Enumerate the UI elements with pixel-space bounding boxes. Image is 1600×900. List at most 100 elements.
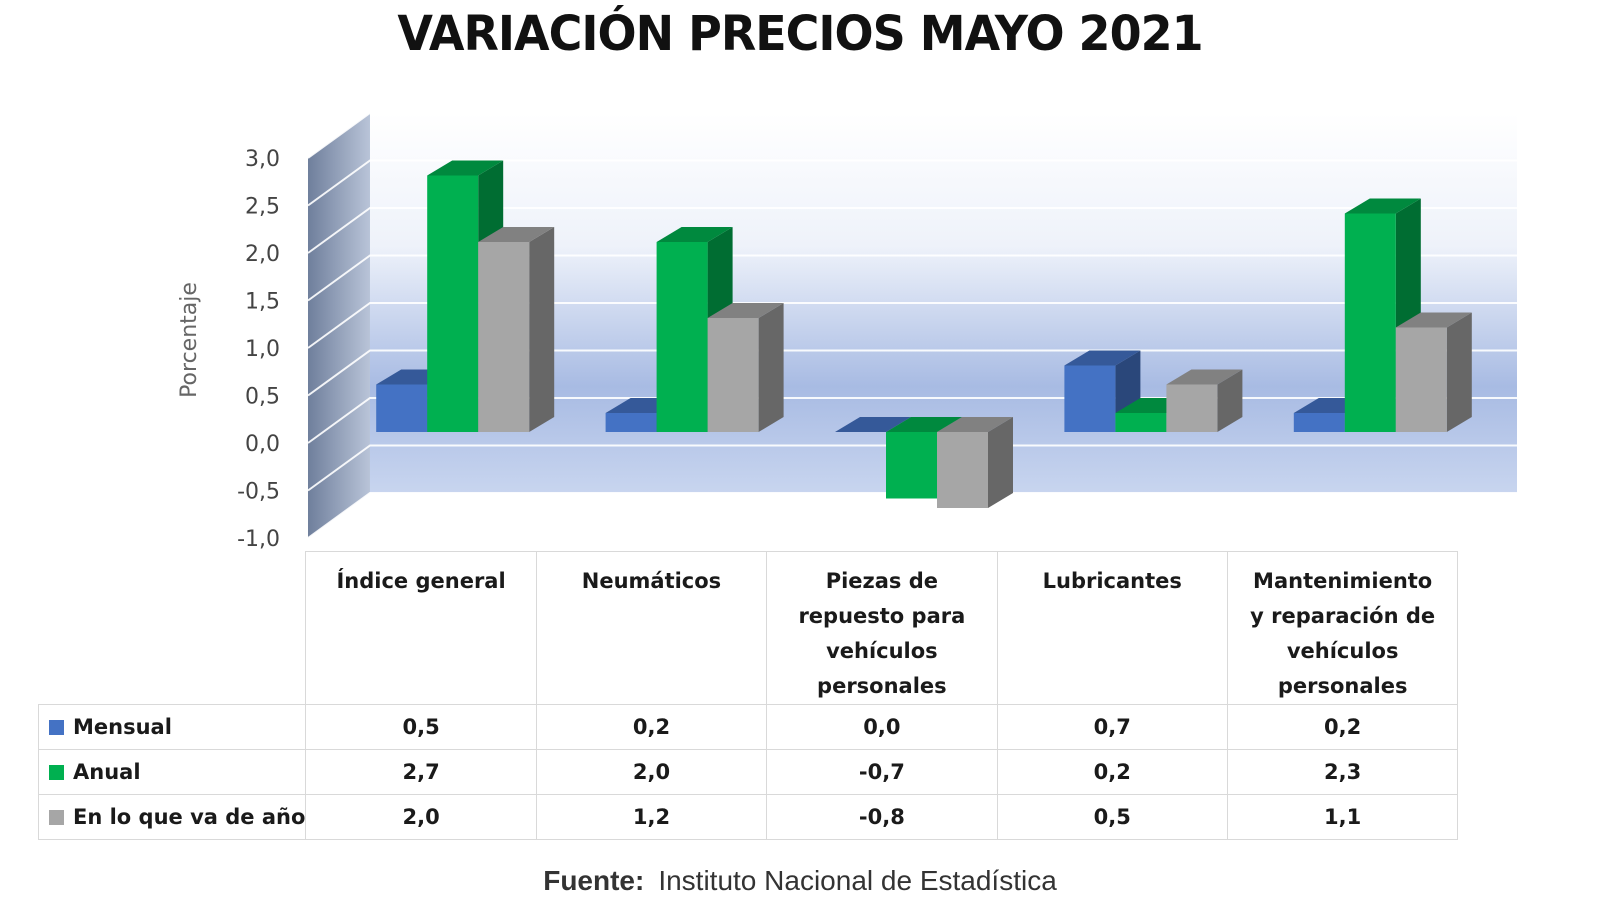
bar-front-face: [605, 413, 657, 432]
category-label-line: Neumáticos: [581, 569, 722, 593]
category-label: Lubricantes: [996, 551, 1228, 705]
y-tick-label: -0,5: [237, 480, 280, 505]
bar: [1395, 312, 1472, 432]
y-tick-label: 2,5: [245, 195, 280, 220]
source-text: Instituto Nacional de Estadística: [658, 865, 1057, 896]
table-header-row: Índice general Neumáticos Piezas de repuest…: [38, 551, 1459, 705]
bar: [937, 417, 1013, 508]
category-label-line: vehículos: [1286, 639, 1399, 663]
bar-front-face: [1293, 413, 1345, 432]
table-cell: 2,0: [305, 794, 537, 840]
table-cell: 0,2: [996, 749, 1228, 795]
category-label-line: personales: [817, 674, 947, 698]
bar-top-face: [427, 160, 504, 176]
category-label: Piezas de repuesto para vehículos personale…: [766, 551, 998, 705]
chart-data-table: Índice general Neumáticos Piezas de repuest…: [37, 551, 1459, 840]
category-label-line: Piezas de: [825, 569, 939, 593]
gridline: [307, 254, 1517, 302]
bar-front-face: [937, 432, 988, 508]
bar-front-face: [376, 384, 428, 432]
source-note: Fuente: Instituto Nacional de Estadística: [0, 865, 1600, 897]
category-label-line: y reparación de: [1250, 604, 1436, 628]
y-tick-label: 0,0: [245, 432, 280, 457]
legend-label: En lo que va de año: [73, 805, 306, 829]
bar-front-face: [1064, 365, 1116, 432]
bar-front-face: [707, 318, 759, 432]
bar-side-face: [529, 227, 555, 432]
table-row: Mensual 0,5 0,2 0,0 0,7 0,2: [37, 704, 1459, 750]
bars-group: [376, 160, 1472, 508]
table-cell: -0,7: [766, 749, 998, 795]
legend-entry: En lo que va de año: [37, 794, 307, 840]
y-tick-label: -1,0: [237, 527, 280, 552]
category-label-line: vehículos: [826, 639, 938, 663]
y-tick-label: 2,0: [245, 242, 280, 267]
bar-side-face: [758, 303, 784, 432]
table-cell: 0,5: [996, 794, 1228, 840]
category-label: Mantenimiento y reparación de vehículos per…: [1226, 551, 1459, 705]
bar: [835, 417, 911, 432]
bar-top-face: [478, 227, 555, 242]
bar-side-face: [1217, 369, 1243, 432]
bar-front-face: [1395, 327, 1447, 432]
gridline: [307, 207, 1517, 254]
category-label-line: Mantenimiento: [1253, 569, 1433, 593]
table-cell: 0,5: [305, 704, 537, 750]
y-axis-label: Porcentaje: [177, 282, 202, 398]
bar-top-face: [1064, 350, 1141, 366]
bar-top-face: [1344, 198, 1421, 214]
y-tick-label: 0,5: [245, 385, 280, 410]
bar: [427, 160, 504, 432]
gridline: [307, 492, 1517, 539]
bar-front-face: [1166, 384, 1218, 432]
bar: [707, 303, 784, 432]
table-cell: 0,2: [535, 704, 768, 750]
table-row: En lo que va de año 2,0 1,2 -0,8 0,5 1,1: [37, 794, 1459, 840]
bar-top-face: [886, 417, 962, 432]
table-cell: 2,3: [1226, 749, 1459, 795]
table-cell: 0,0: [766, 704, 998, 750]
legend-swatch: [49, 720, 64, 735]
table-cell: 2,7: [305, 749, 537, 795]
legend-entry: Mensual: [37, 704, 307, 750]
table-cell: -0,8: [766, 794, 998, 840]
legend-label: Anual: [73, 760, 141, 784]
y-axis-ticks: 3,0 2,5 2,0 1,5 1,0 0,5 0,0 -0,5 -1,0: [237, 147, 280, 552]
source-label: Fuente:: [543, 865, 645, 896]
bar-front-face: [1115, 413, 1167, 432]
gridline: [307, 112, 1517, 159]
category-label-line: personales: [1277, 674, 1408, 698]
chart-title: VARIACIÓN PRECIOS MAYO 2021: [397, 4, 1203, 62]
y-tick-label: 1,5: [245, 290, 280, 315]
gridline: [307, 159, 1517, 207]
legend-swatch: [49, 810, 64, 825]
bar-top-face: [707, 303, 784, 318]
gridline: [307, 444, 1517, 492]
table-cell: 0,2: [1226, 704, 1459, 750]
bar-front-face: [886, 432, 937, 499]
bar: [478, 227, 555, 432]
gridline: [307, 302, 1517, 349]
bar-top-face: [835, 417, 911, 432]
bar-front-face: [427, 175, 479, 432]
y-tick-label: 1,0: [245, 337, 280, 362]
bar-top-face: [937, 417, 1013, 432]
legend-label: Mensual: [73, 715, 172, 739]
category-label-line: repuesto para: [798, 604, 966, 628]
table-cell: 2,0: [535, 749, 768, 795]
bar-top-face: [1395, 312, 1472, 328]
bar: [1166, 369, 1243, 432]
category-label-line: Lubricantes: [1042, 569, 1182, 593]
table-corner: [38, 551, 307, 705]
bar-front-face: [478, 242, 530, 432]
table-cell: 0,7: [996, 704, 1228, 750]
category-label: Neumáticos: [535, 551, 768, 705]
table-row: Anual 2,7 2,0 -0,7 0,2 2,3: [37, 749, 1459, 795]
bar-top-face: [656, 227, 733, 242]
bar-front-face: [1344, 213, 1396, 432]
y-tick-label: 3,0: [245, 147, 280, 172]
bar-side-face: [1446, 312, 1472, 432]
bar: [1064, 350, 1141, 432]
legend-swatch: [49, 765, 64, 780]
